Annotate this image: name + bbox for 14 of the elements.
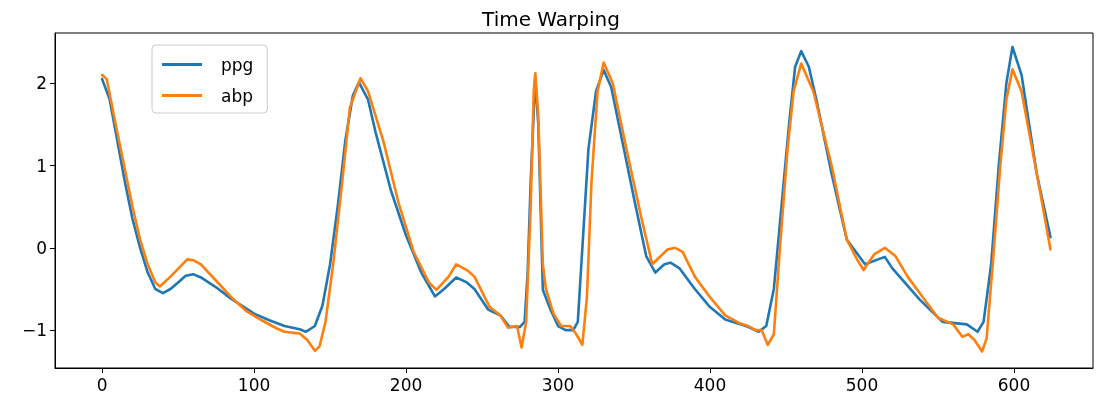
chart-title: Time Warping bbox=[481, 7, 620, 31]
x-tick-label: 100 bbox=[237, 374, 271, 395]
y-tick-label: 0 bbox=[36, 237, 47, 258]
y-tick-label: −1 bbox=[21, 320, 47, 341]
y-tick-label: 1 bbox=[36, 155, 47, 176]
x-tick-label: 200 bbox=[389, 374, 423, 395]
x-tick-label: 0 bbox=[96, 374, 108, 395]
legend-label: ppg bbox=[221, 54, 254, 75]
x-tick-label: 500 bbox=[845, 374, 879, 395]
x-tick-label: 300 bbox=[541, 374, 575, 395]
x-tick-label: 600 bbox=[997, 374, 1031, 395]
y-tick-label: 2 bbox=[36, 73, 47, 94]
x-tick-label: 400 bbox=[693, 374, 727, 395]
legend-label: abp bbox=[221, 85, 253, 106]
